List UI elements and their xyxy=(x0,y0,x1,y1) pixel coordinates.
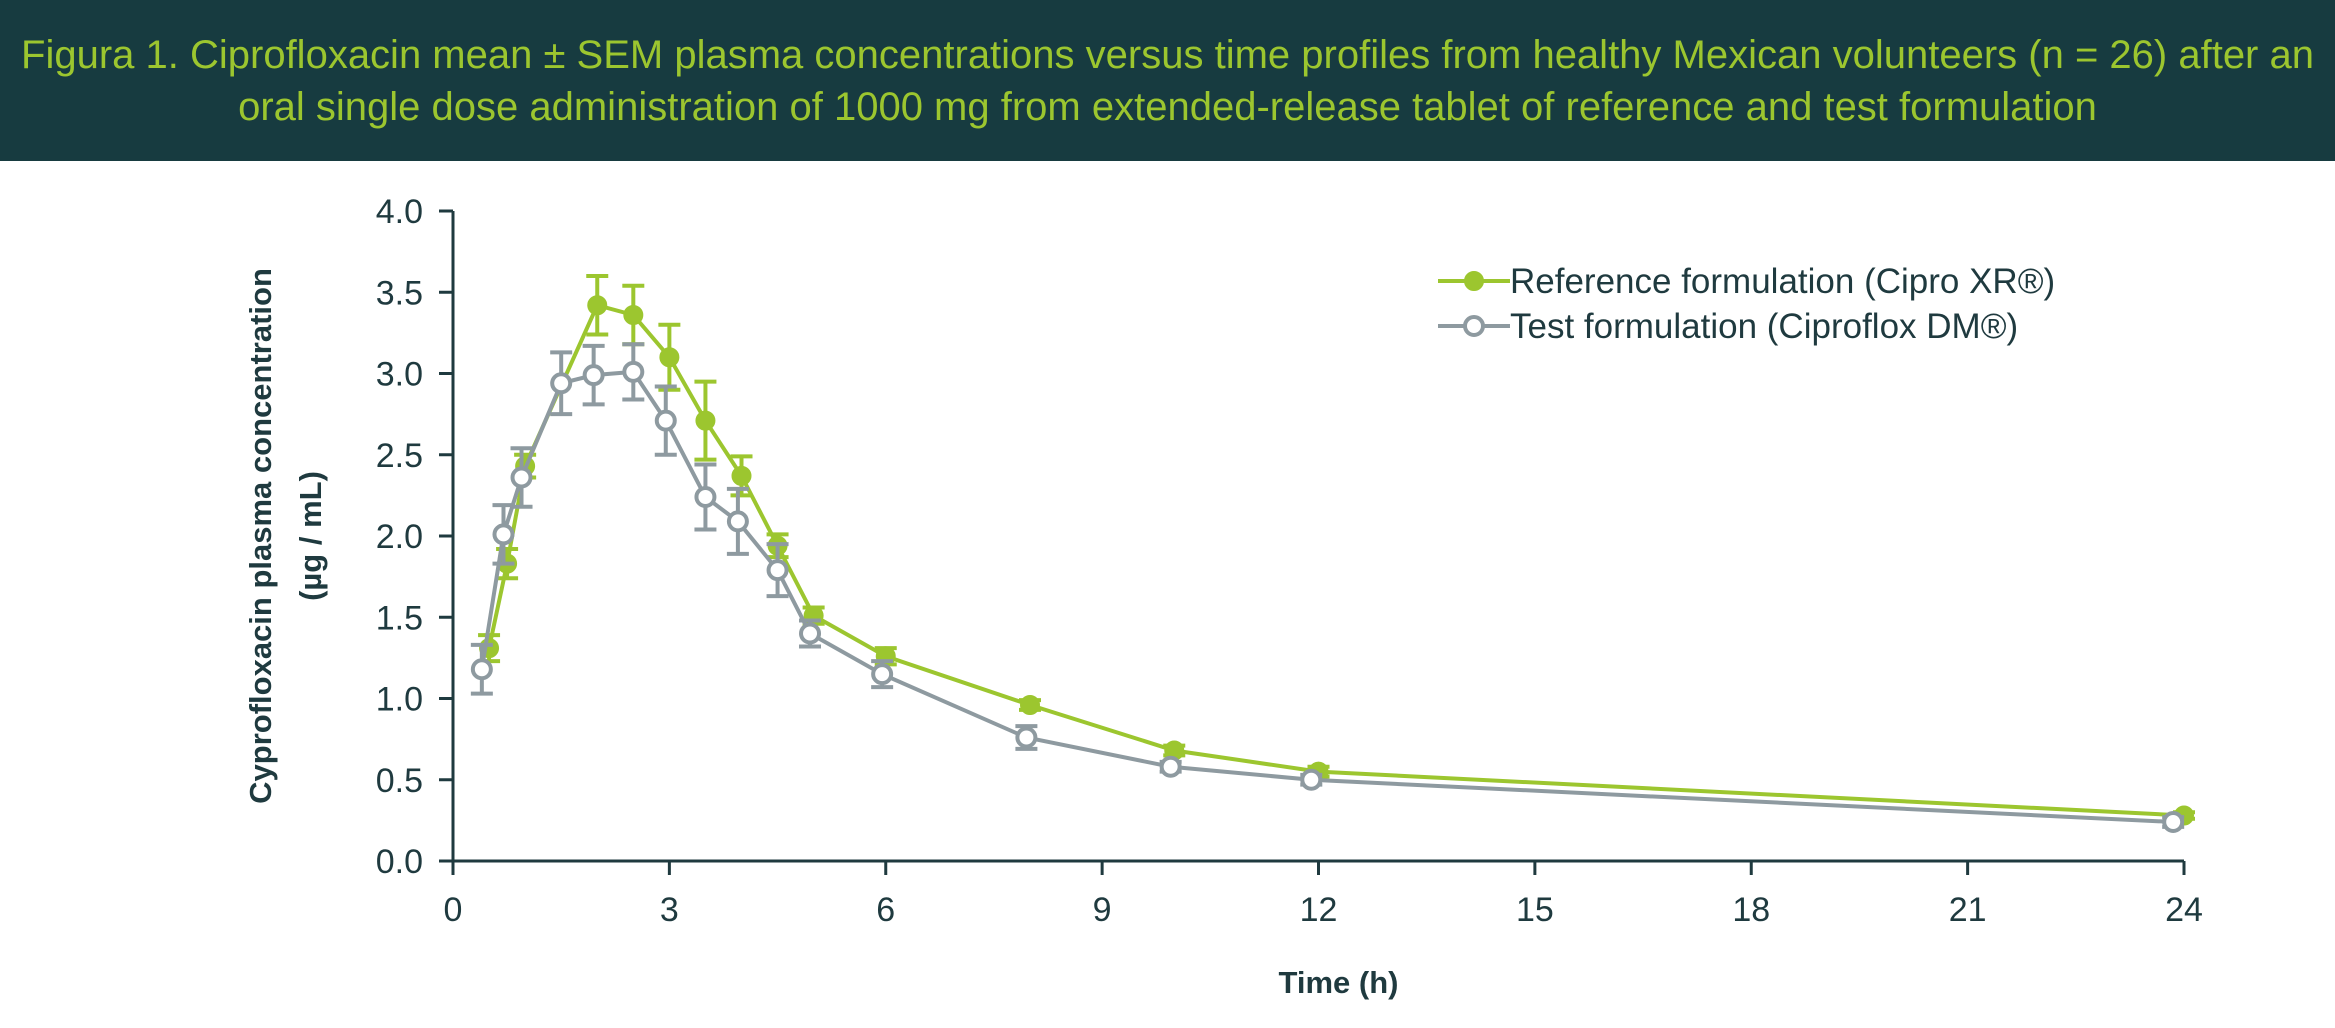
x-tick-label: 3 xyxy=(660,891,679,929)
data-point xyxy=(695,410,716,431)
figure-title: Figura 1. Ciprofloxacin mean ± SEM plasm… xyxy=(21,32,2314,129)
series-layer xyxy=(470,274,2195,833)
data-point xyxy=(871,663,894,686)
x-tick-label: 9 xyxy=(1093,891,1112,929)
series-reference xyxy=(478,274,2195,826)
data-point xyxy=(2162,811,2185,833)
data-point xyxy=(1159,755,1182,778)
concentration-time-chart: 0.0 0.5 1.0 1.5 2.0 2.5 3.0 3.5 4.0 0 3 6 9 12 15 18 21… xyxy=(243,193,2203,1000)
data-point xyxy=(623,305,644,325)
data-point xyxy=(470,658,493,681)
y-tick-label: 2.5 xyxy=(376,437,423,475)
data-point xyxy=(726,510,749,533)
figure-header: Figura 1. Ciprofloxacin mean ± SEM plasm… xyxy=(0,0,2335,161)
x-axis-title: Time (h) xyxy=(1279,965,1399,1000)
y-tick-label: 1.5 xyxy=(376,599,423,637)
series-line xyxy=(479,369,2174,824)
data-point xyxy=(550,372,573,395)
data-point xyxy=(622,360,645,383)
data-point xyxy=(582,364,605,387)
legend-item: Reference formulation (Cipro XR®) xyxy=(1438,262,2055,301)
data-point xyxy=(510,466,533,489)
x-tick-label: 0 xyxy=(444,891,463,929)
data-point xyxy=(731,465,752,486)
data-point xyxy=(1015,726,1038,749)
data-point xyxy=(1020,695,1040,715)
y-tick-label: 3.5 xyxy=(376,274,423,312)
data-point xyxy=(766,559,789,582)
series-line xyxy=(487,302,2185,818)
data-point xyxy=(694,486,717,508)
y-tick-label: 2.0 xyxy=(376,518,423,556)
y-tick-label: 3.0 xyxy=(376,356,423,394)
legend-label: Test formulation (Ciproflox DM®) xyxy=(1510,307,2018,346)
legend-item: Test formulation (Ciproflox DM®) xyxy=(1438,307,2018,346)
legend-marker xyxy=(1463,315,1485,337)
data-point xyxy=(587,295,608,316)
x-tick-label: 18 xyxy=(1732,891,1770,929)
data-point xyxy=(492,523,515,546)
data-point xyxy=(1300,768,1323,791)
x-axis-ticks: 0 3 6 9 12 15 18 21 24 xyxy=(444,861,2203,929)
y-tick-label: 1.0 xyxy=(376,681,423,719)
data-point xyxy=(659,347,680,368)
y-axis-ticks: 0.0 0.5 1.0 1.5 2.0 2.5 3.0 3.5 4.0 xyxy=(376,193,453,881)
x-tick-label: 21 xyxy=(1949,891,1987,929)
y-tick-label: 4.0 xyxy=(376,193,423,231)
series-test xyxy=(470,342,2185,833)
data-point xyxy=(654,409,677,432)
y-tick-label: 0.0 xyxy=(376,843,423,881)
legend-marker xyxy=(1464,271,1484,291)
x-tick-label: 12 xyxy=(1300,891,1338,929)
x-tick-label: 15 xyxy=(1516,891,1554,929)
x-tick-label: 6 xyxy=(876,891,895,929)
y-axis-unit: (µg / mL) xyxy=(293,471,328,601)
y-tick-label: 0.5 xyxy=(376,762,423,800)
legend: Reference formulation (Cipro XR®) Test fo… xyxy=(1438,262,2055,346)
data-point xyxy=(799,622,822,645)
y-axis-title: Cyprofloxacin plasma concentration xyxy=(243,268,278,804)
x-tick-label: 24 xyxy=(2165,891,2203,929)
legend-label: Reference formulation (Cipro XR®) xyxy=(1510,262,2055,301)
